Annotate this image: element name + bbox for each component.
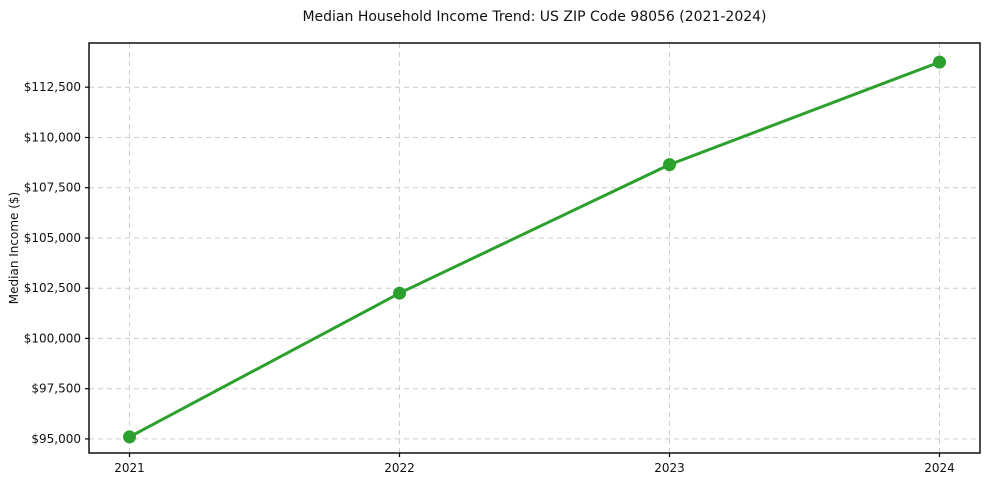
- data-point: [123, 430, 136, 444]
- x-tick-label: 2024: [924, 461, 955, 475]
- data-point: [393, 286, 406, 300]
- y-tick-label: $107,500: [24, 181, 81, 195]
- y-tick-label: $105,000: [24, 231, 81, 245]
- x-tick-label: 2021: [114, 461, 145, 475]
- x-tick-label: 2023: [654, 461, 685, 475]
- y-tick-label: $102,500: [24, 281, 81, 295]
- y-tick-label: $110,000: [24, 131, 81, 145]
- plot-border: [88, 42, 981, 454]
- x-tick-label: 2022: [384, 461, 415, 475]
- y-tick-label: $95,000: [31, 432, 81, 446]
- y-tick-label: $100,000: [24, 331, 81, 345]
- trend-line: [128, 60, 941, 439]
- y-tick-label: $112,500: [24, 80, 81, 94]
- y-tick-label: $97,500: [31, 382, 81, 396]
- chart-title: Median Household Income Trend: US ZIP Co…: [302, 9, 767, 25]
- data-point: [663, 158, 676, 172]
- data-point: [933, 55, 946, 69]
